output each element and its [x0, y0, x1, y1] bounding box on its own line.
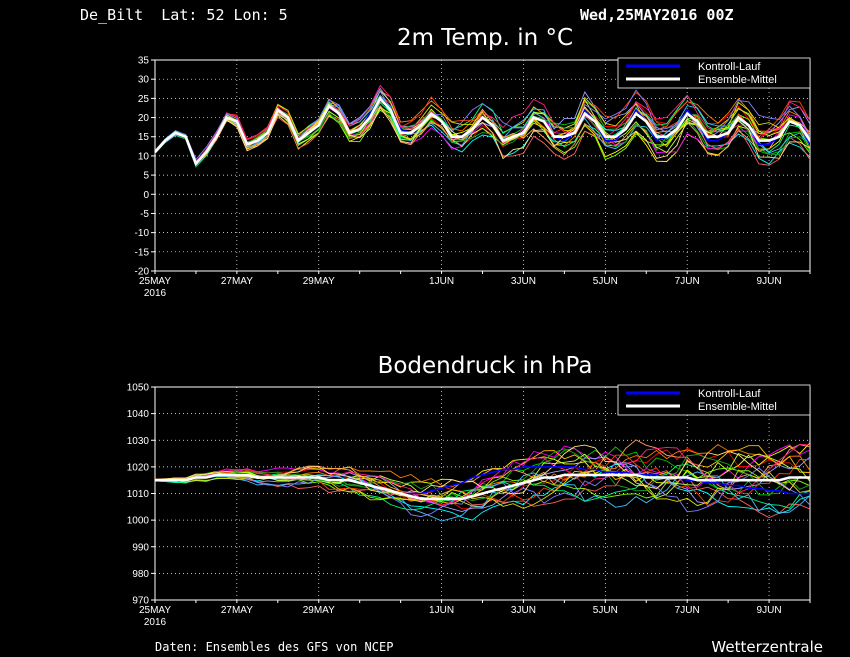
x-tick-label: 29MAY: [303, 276, 335, 287]
legend-label-control: Kontroll-Lauf: [698, 388, 761, 400]
y-tick-label: 15: [138, 132, 150, 143]
y-tick-label: 20: [138, 113, 150, 124]
chart-title-temp: 2m Temp. in °C: [397, 25, 573, 51]
y-tick-label: -10: [135, 228, 150, 239]
ensemble-member-line: [155, 90, 810, 164]
x-tick-label: 27MAY: [221, 276, 253, 287]
ensemble-member-line: [155, 461, 810, 518]
ensemble-member-line: [155, 94, 810, 163]
y-tick-label: 0: [143, 190, 149, 201]
ensemble-member-line: [155, 439, 810, 500]
y-tick-label: 1010: [127, 489, 150, 500]
y-tick-label: -15: [135, 247, 150, 258]
y-tick-label: 30: [138, 75, 150, 86]
ensemble-member-line: [155, 447, 810, 510]
ensemble-mean-line: [155, 473, 810, 501]
ensemble-member-line: [155, 448, 810, 501]
x-tick-label: 27MAY: [221, 605, 253, 616]
temp-panel: -20 -15 -10 -5 0 5 10 15 20 25 30 35 25MAY2016 27MAY 2…: [135, 56, 811, 299]
ensemble-member-line: [155, 456, 810, 512]
y-tick-label: 1000: [127, 516, 150, 527]
y-tick-label: 980: [132, 569, 149, 580]
x-tick-label: 7JUN: [675, 276, 700, 287]
y-tick-label: 5: [143, 171, 149, 182]
y-tick-label: 35: [138, 56, 150, 67]
ensemble-member-line: [155, 444, 810, 504]
legend-box: [617, 384, 811, 416]
x-tick-label: 29MAY: [303, 605, 335, 616]
x-tick-label: 3JUN: [511, 276, 536, 287]
y-tick-label: 10: [138, 151, 150, 162]
x-tick-label: 5JUN: [593, 276, 618, 287]
y-tick-label: 1020: [127, 462, 150, 473]
x-tick-label: 7JUN: [675, 605, 700, 616]
y-tick-label: 970: [132, 596, 149, 607]
data-source-note: Daten: Ensembles des GFS von NCEP: [155, 640, 393, 654]
y-tick-label: 1040: [127, 409, 150, 420]
x-tick-label: 9JUN: [757, 276, 782, 287]
series-group: [155, 439, 810, 522]
x-tick-label: 25MAY: [139, 605, 171, 616]
legend-box: [617, 57, 811, 89]
x-tick-sublabel: 2016: [144, 617, 167, 628]
pressure-panel: 970 980 990 1000 1010 1020 1030 1040 1050 25MAY20…: [127, 383, 811, 628]
ensemble-member-line: [155, 454, 810, 507]
x-tick-label: 1JUN: [429, 276, 454, 287]
legend-label-control: Kontroll-Lauf: [698, 61, 761, 73]
y-tick-label: 990: [132, 542, 149, 553]
location-label: De_Bilt Lat: 52 Lon: 5: [80, 6, 288, 24]
x-tick-label: 25MAY: [139, 276, 171, 287]
ensemble-member-line: [155, 444, 810, 497]
y-tick-label: -20: [135, 267, 150, 278]
run-label: Wed,25MAY2016 00Z: [580, 6, 734, 24]
x-tick-label: 3JUN: [511, 605, 536, 616]
x-tick-sublabel: 2016: [144, 288, 167, 299]
y-tick-label: 1030: [127, 436, 150, 447]
y-tick-label: 1050: [127, 383, 150, 394]
ensemble-mean-line: [155, 96, 810, 167]
y-tick-label: 25: [138, 94, 150, 105]
brand-label: Wetterzentrale: [711, 638, 823, 656]
x-tick-label: 9JUN: [757, 605, 782, 616]
ensemble-member-line: [155, 469, 810, 509]
x-tick-label: 5JUN: [593, 605, 618, 616]
legend-label-mean: Ensemble-Mittel: [698, 401, 777, 413]
chart-title-pressure: Bodendruck in hPa: [378, 353, 593, 379]
ensemble-member-line: [155, 467, 810, 503]
x-tick-label: 1JUN: [429, 605, 454, 616]
ensemble-member-line: [155, 442, 810, 488]
y-tick-label: -5: [140, 209, 149, 220]
series-group: [155, 84, 810, 168]
legend-label-mean: Ensemble-Mittel: [698, 74, 777, 86]
